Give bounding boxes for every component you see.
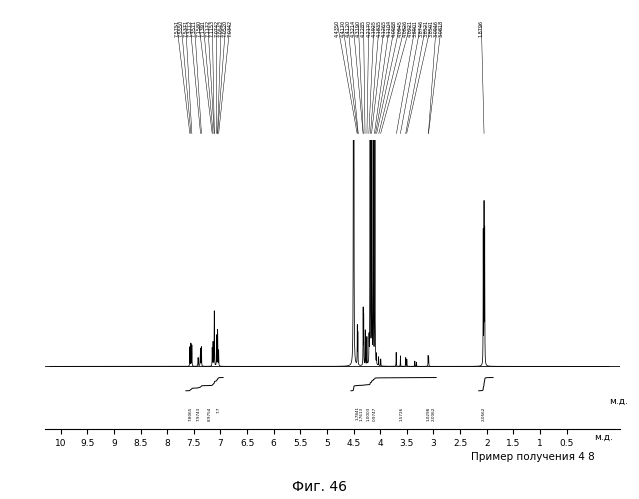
Text: 4.2170: 4.2170 bbox=[366, 20, 371, 37]
Text: 3.8901: 3.8901 bbox=[413, 20, 418, 37]
Text: 3.0818: 3.0818 bbox=[439, 20, 444, 37]
Text: 7.5751: 7.5751 bbox=[174, 20, 180, 37]
Text: 7.1153: 7.1153 bbox=[210, 20, 215, 37]
Text: 7.1391: 7.1391 bbox=[201, 20, 206, 37]
Text: 7.3571: 7.3571 bbox=[192, 20, 197, 37]
Text: м.д.: м.д. bbox=[594, 433, 613, 442]
Text: 4.2285: 4.2285 bbox=[361, 20, 366, 37]
Text: 2.0062: 2.0062 bbox=[431, 407, 435, 421]
Text: 7.0342: 7.0342 bbox=[227, 20, 233, 37]
Text: 7.1580: 7.1580 bbox=[196, 20, 201, 37]
Text: 7.5371: 7.5371 bbox=[183, 20, 188, 37]
Text: 7.9743: 7.9743 bbox=[197, 407, 201, 421]
Text: 4.0988: 4.0988 bbox=[392, 20, 397, 37]
Text: 7.8065: 7.8065 bbox=[189, 407, 193, 421]
Text: 0.9747: 0.9747 bbox=[373, 407, 377, 421]
Text: 7.0742: 7.0742 bbox=[214, 20, 219, 37]
Text: 7.1172: 7.1172 bbox=[205, 20, 210, 37]
Text: Пример получения 4 8: Пример получения 4 8 bbox=[470, 452, 594, 462]
Text: 3.0946: 3.0946 bbox=[434, 20, 439, 37]
Text: 4.4170: 4.4170 bbox=[341, 20, 345, 37]
Text: 2.0562: 2.0562 bbox=[482, 407, 486, 421]
Text: 1.0003: 1.0003 bbox=[367, 407, 371, 421]
Text: 4.3190: 4.3190 bbox=[356, 20, 361, 37]
Text: 4.1925: 4.1925 bbox=[371, 20, 376, 37]
Text: 3.8521: 3.8521 bbox=[424, 20, 428, 37]
Text: 1.7841: 1.7841 bbox=[355, 407, 359, 421]
Text: 4.0221: 4.0221 bbox=[408, 20, 413, 37]
Text: Фиг. 46: Фиг. 46 bbox=[292, 480, 347, 494]
Text: 7.7: 7.7 bbox=[217, 407, 220, 413]
Text: 7.5550: 7.5550 bbox=[179, 20, 184, 37]
Text: 7.3772: 7.3772 bbox=[188, 20, 192, 37]
Text: 8.9754: 8.9754 bbox=[208, 407, 212, 421]
Text: 3.8501: 3.8501 bbox=[429, 20, 433, 37]
Text: 4.1835: 4.1835 bbox=[376, 20, 381, 37]
Text: 4.1265: 4.1265 bbox=[382, 20, 387, 37]
Text: 3.8746: 3.8746 bbox=[418, 20, 423, 37]
Text: 7.0542: 7.0542 bbox=[219, 20, 224, 37]
Text: 4.3214: 4.3214 bbox=[351, 20, 356, 37]
Text: 1.8796: 1.8796 bbox=[479, 20, 484, 37]
Text: м.д.: м.д. bbox=[609, 397, 628, 406]
Text: 4.4350: 4.4350 bbox=[335, 20, 340, 37]
Text: 4.0826: 4.0826 bbox=[403, 20, 408, 37]
Text: 1.7613: 1.7613 bbox=[360, 407, 364, 421]
Text: 7.0520: 7.0520 bbox=[223, 20, 228, 37]
Text: 4.4120: 4.4120 bbox=[346, 20, 350, 37]
Text: 1.5726: 1.5726 bbox=[399, 407, 403, 421]
Text: 4.0945: 4.0945 bbox=[397, 20, 403, 37]
Text: 1.0298: 1.0298 bbox=[426, 407, 430, 421]
Text: 4.1104: 4.1104 bbox=[387, 20, 392, 37]
